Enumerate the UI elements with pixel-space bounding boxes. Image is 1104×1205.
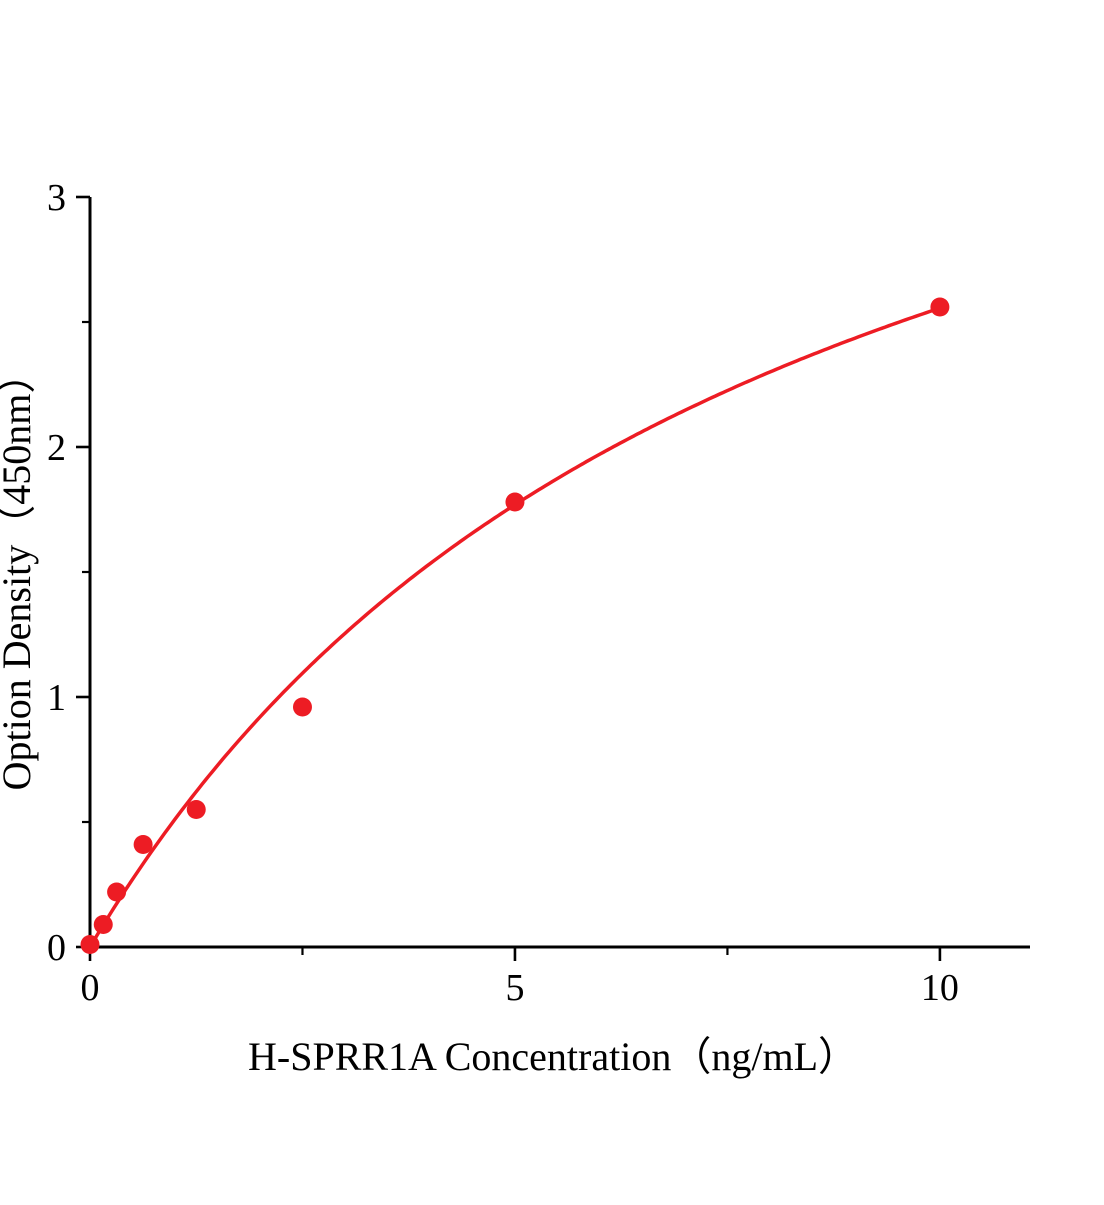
x-tick-label: 5 [505, 967, 524, 1009]
data-point [186, 800, 206, 819]
y-tick-label: 0 [47, 927, 66, 969]
data-point [80, 935, 100, 954]
x-tick-label: 10 [921, 967, 959, 1009]
y-tick-label: 3 [47, 177, 66, 219]
data-point [93, 915, 113, 934]
data-point [292, 697, 312, 717]
plot-area: 0 5 10 0 1 2 3 [47, 177, 1030, 1009]
x-axis-title: H-SPRR1A Concentration（ng/mL） [248, 1034, 858, 1079]
y-tick-label: 1 [47, 677, 66, 719]
data-point [930, 297, 950, 317]
y-axis-title: Option Density（450nm） [0, 354, 39, 791]
data-point [133, 835, 153, 854]
y-tick-label: 2 [47, 427, 66, 469]
fit-curve [88, 306, 942, 949]
data-point [505, 492, 525, 512]
x-tick-label: 0 [81, 967, 100, 1009]
data-point [107, 882, 127, 902]
